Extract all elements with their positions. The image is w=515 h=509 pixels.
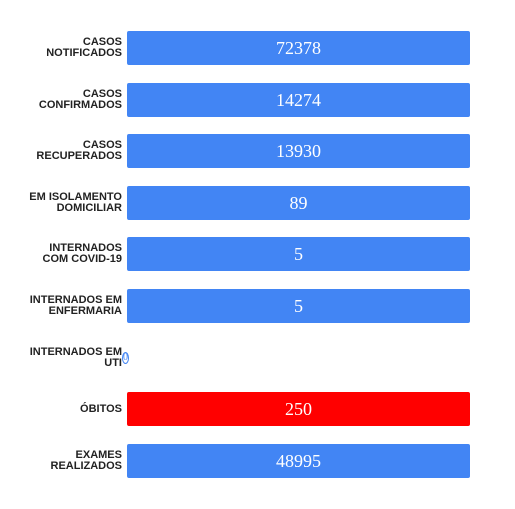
bar: 13930 (127, 134, 470, 168)
bar: 5 (127, 289, 470, 323)
value-label: 72378 (276, 37, 321, 58)
bar: 72378 (127, 31, 470, 65)
category-label-line: NOTIFICADOS (46, 47, 122, 59)
chart-row: EM ISOLAMENTO DOMICILIAR 89 (0, 186, 515, 220)
value-label: 89 (289, 192, 308, 213)
category-label-line: ENFERMARIA (48, 305, 122, 317)
category-label-line: INTERNADOS EM (29, 294, 122, 306)
chart-row: CASOS CONFIRMADOS 14274 (0, 83, 515, 117)
value-label: 250 (285, 398, 312, 419)
category-label: ÓBITOS (2, 392, 122, 426)
chart-row: CASOS RECUPERADOS 13930 (0, 134, 515, 168)
bar: 48995 (127, 444, 470, 478)
value-label: 13930 (276, 140, 321, 161)
category-label-line: CONFIRMADOS (38, 99, 122, 111)
chart-row: EXAMES REALIZADOS 48995 (0, 444, 515, 478)
bar: 250 (127, 392, 470, 426)
category-label: INTERNADOS EM ENFERMARIA (2, 289, 122, 323)
category-label-line: DOMICILIAR (56, 202, 122, 214)
category-label: EXAMES REALIZADOS (2, 444, 123, 478)
chart-row: INTERNADOS COM COVID-19 5 (0, 237, 515, 271)
category-label: EM ISOLAMENTO DOMICILIAR (2, 186, 122, 220)
value-label: 5 (294, 243, 303, 264)
chart-row: INTERNADOS EM UTI 0 (0, 341, 515, 375)
chart-row: ÓBITOS 250 (0, 392, 515, 426)
bar: 14274 (127, 83, 470, 117)
category-label-line: UTI (104, 357, 122, 369)
category-label-line: EM ISOLAMENTO (29, 191, 122, 203)
category-label-line: CASOS (82, 36, 122, 48)
category-label-line: EXAMES (75, 449, 122, 461)
category-label-line: REALIZADOS (50, 460, 123, 472)
bar: 89 (127, 186, 470, 220)
value-label: 0 (123, 352, 128, 363)
category-label-line: CASOS (82, 139, 122, 151)
value-label: 5 (294, 295, 303, 316)
category-label-line: INTERNADOS EM (29, 346, 122, 358)
category-label: CASOS NOTIFICADOS (2, 31, 122, 65)
value-label: 14274 (276, 89, 321, 110)
category-label-line: CASOS (82, 88, 122, 100)
category-label: INTERNADOS EM UTI (2, 341, 122, 375)
category-label-line: RECUPERADOS (36, 150, 122, 162)
category-label: CASOS RECUPERADOS (2, 134, 122, 168)
bar: 0 (122, 352, 129, 364)
category-label-line: COM COVID-19 (42, 253, 122, 265)
value-label: 48995 (276, 450, 321, 471)
category-label: CASOS CONFIRMADOS (2, 83, 122, 117)
bar: 5 (127, 237, 470, 271)
chart-row: INTERNADOS EM ENFERMARIA 5 (0, 289, 515, 323)
category-label-line: INTERNADOS (49, 242, 122, 254)
category-label: INTERNADOS COM COVID-19 (2, 237, 122, 271)
chart-row: CASOS NOTIFICADOS 72378 (0, 31, 515, 65)
category-label-line: ÓBITOS (80, 402, 122, 415)
